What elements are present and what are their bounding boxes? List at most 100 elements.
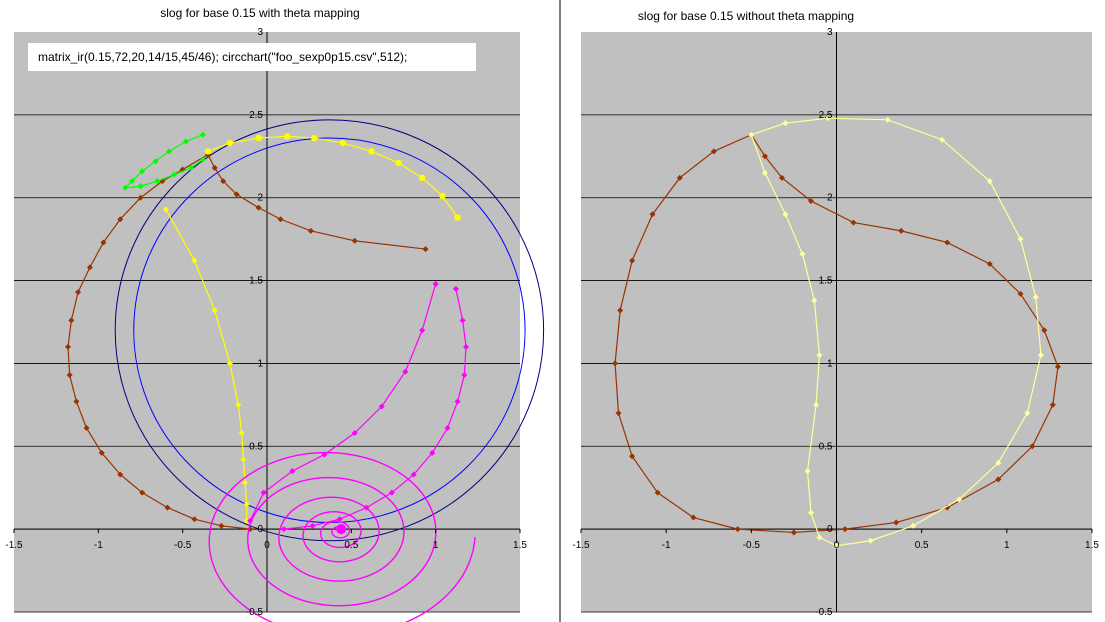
reference-circle	[114, 119, 545, 542]
data-point	[629, 453, 636, 460]
data-point	[226, 139, 234, 147]
x-tick-label: -0.5	[174, 540, 192, 551]
y-tick-label: 2	[827, 193, 833, 204]
data-point	[243, 517, 250, 524]
y-tick-label: 0.5	[249, 441, 263, 452]
data-point	[368, 148, 375, 155]
data-point	[68, 317, 75, 324]
data-point	[432, 280, 439, 287]
data-point	[139, 489, 146, 496]
x-tick-label: 1.5	[513, 540, 527, 551]
data-point	[73, 398, 80, 405]
data-point	[307, 227, 314, 234]
data-point	[117, 471, 124, 478]
data-point	[898, 227, 905, 234]
x-tick-label: -0.5	[743, 540, 761, 551]
series-group	[612, 115, 1061, 549]
y-tick-label: 0	[827, 524, 833, 535]
data-point	[171, 171, 178, 178]
data-point	[166, 148, 173, 155]
data-point	[66, 372, 73, 379]
x-tick-label: 0	[834, 540, 840, 551]
x-tick-label: 0.5	[915, 540, 929, 551]
data-point	[710, 148, 717, 155]
data-point	[83, 425, 90, 432]
data-point	[629, 257, 636, 264]
data-point	[761, 153, 768, 160]
chart-with-theta-mapping: slog for base 0.15 with theta mapping -1…	[5, 6, 545, 622]
data-point	[199, 131, 206, 138]
x-tick-label: -1.5	[5, 540, 23, 551]
data-point	[309, 522, 316, 529]
data-point	[690, 514, 697, 521]
data-point	[422, 246, 429, 253]
data-point	[429, 449, 436, 456]
x-tick-label: 1.5	[1085, 540, 1099, 551]
data-point	[612, 360, 619, 367]
series-line	[123, 134, 204, 189]
data-point	[100, 239, 107, 246]
data-point	[995, 476, 1002, 483]
x-tick-label: -1	[94, 540, 103, 551]
data-point	[824, 115, 831, 122]
y-tick-label: 0	[257, 524, 263, 535]
y-tick-label: 1.5	[249, 276, 263, 287]
data-point	[162, 206, 169, 213]
data-point	[152, 158, 159, 165]
chart-without-theta-mapping: slog for base 0.15 without theta mapping…	[572, 9, 1099, 618]
data-point	[833, 542, 840, 549]
data-point	[884, 116, 891, 123]
data-point	[782, 211, 789, 218]
data-point	[944, 239, 951, 246]
data-point	[816, 534, 823, 541]
data-point	[199, 156, 206, 163]
tick-labels: -1.5 -1 -0.5 0 0.5 1 1.5 -0.5 0 0.5 1 1.5 2 2.5 3	[572, 27, 1099, 618]
series-line	[614, 134, 1059, 534]
data-point	[154, 178, 161, 185]
data-point	[204, 148, 212, 155]
data-point	[995, 459, 1002, 466]
data-point	[129, 178, 136, 185]
y-tick-label: 0.5	[819, 441, 833, 452]
data-point	[137, 183, 144, 190]
y-tick-label: 1.5	[819, 276, 833, 287]
tick-labels: -1.5 -1 -0.5 0 0.5 1 1.5 -0.5 0 0.5 1 1.5 2 2.5 3	[5, 27, 527, 618]
data-point	[939, 136, 946, 143]
series-line	[165, 209, 248, 521]
x-tick-label: -1	[662, 540, 671, 551]
annotation-text: matrix_ir(0.15,72,20,14/15,45/46); circc…	[38, 50, 407, 64]
data-point	[654, 489, 661, 496]
y-tick-label: 2.5	[249, 110, 263, 121]
data-point	[164, 504, 171, 511]
data-point	[615, 410, 622, 417]
data-point	[388, 489, 395, 496]
y-tick-label: 2	[257, 193, 263, 204]
data-point	[351, 237, 358, 244]
data-point	[98, 449, 105, 456]
data-point	[944, 504, 951, 511]
data-point	[238, 430, 245, 437]
chart-title: slog for base 0.15 with theta mapping	[160, 6, 359, 20]
data-point	[218, 522, 225, 529]
data-point	[893, 519, 900, 526]
data-point	[649, 211, 656, 218]
data-point	[235, 401, 242, 408]
data-point	[418, 174, 426, 182]
data-point	[761, 169, 768, 176]
data-point	[311, 134, 318, 142]
data-point	[1041, 327, 1048, 334]
data-point	[284, 133, 291, 140]
x-tick-label: -1.5	[572, 540, 590, 551]
spiral-center-point	[336, 524, 347, 535]
data-point	[183, 138, 190, 145]
data-point	[243, 501, 250, 508]
data-point	[137, 194, 144, 201]
data-point	[804, 468, 811, 475]
data-point	[1024, 410, 1031, 417]
y-tick-label: -0.5	[815, 607, 833, 618]
x-tick-label: 1	[1004, 540, 1010, 551]
chart-title: slog for base 0.15 without theta mapping	[638, 9, 854, 23]
data-point	[1017, 290, 1024, 297]
data-point	[226, 360, 233, 367]
data-point	[811, 297, 818, 304]
